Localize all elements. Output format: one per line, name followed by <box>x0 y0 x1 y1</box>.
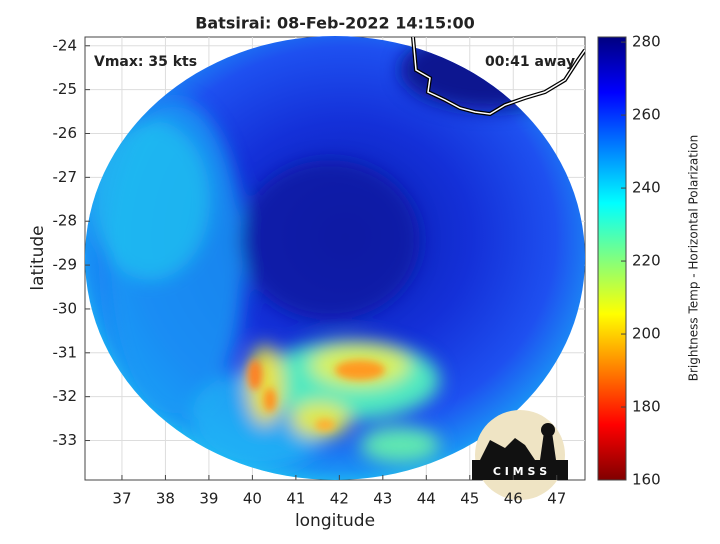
colorbar-tick-label: 280 <box>632 33 661 51</box>
x-tick-label: 44 <box>417 490 436 508</box>
x-tick-label: 40 <box>243 490 262 508</box>
x-tick-label: 43 <box>373 490 392 508</box>
colorbar <box>597 36 627 481</box>
coastline <box>411 37 585 117</box>
x-tick-label: 47 <box>547 490 566 508</box>
colorbar-tick-label: 260 <box>632 106 661 124</box>
colorbar-tick-label: 200 <box>632 325 661 343</box>
y-tick-label: -27 <box>53 168 78 186</box>
colorbar-tick-label: 240 <box>632 179 661 197</box>
chart-title: Batsirai: 08-Feb-2022 14:15:00 <box>195 14 475 33</box>
y-tick-label: -33 <box>53 431 78 449</box>
logo: C I M S S <box>472 410 568 500</box>
y-axis-label: latitude <box>28 225 48 290</box>
colorbar-tick-label: 220 <box>632 252 661 270</box>
y-tick-label: -29 <box>53 256 78 274</box>
x-tick-label: 45 <box>460 490 479 508</box>
y-tick-label: -32 <box>53 387 78 405</box>
x-axis-label: longitude <box>295 511 375 531</box>
colorbar-tick-label: 180 <box>632 398 661 416</box>
logo-text: C I M S S <box>493 465 547 478</box>
x-tick-label: 41 <box>286 490 305 508</box>
y-tick-label: -25 <box>53 80 78 98</box>
y-tick-label: -26 <box>53 124 78 142</box>
x-tick-label: 39 <box>199 490 218 508</box>
colorbar-label: Brightness Temp - Horizontal Polarizatio… <box>687 135 701 382</box>
colorbar-tick-label: 160 <box>632 471 661 489</box>
y-tick-label: -24 <box>53 36 78 54</box>
x-tick-label: 42 <box>330 490 349 508</box>
annotation: 00:41 away <box>485 54 575 70</box>
x-tick-label: 37 <box>112 490 131 508</box>
y-tick-label: -31 <box>53 343 78 361</box>
y-tick-label: -30 <box>53 299 78 317</box>
x-tick-label: 38 <box>156 490 175 508</box>
annotation: Vmax: 35 kts <box>94 54 197 70</box>
x-tick-label: 46 <box>504 490 523 508</box>
y-tick-label: -28 <box>53 212 78 230</box>
